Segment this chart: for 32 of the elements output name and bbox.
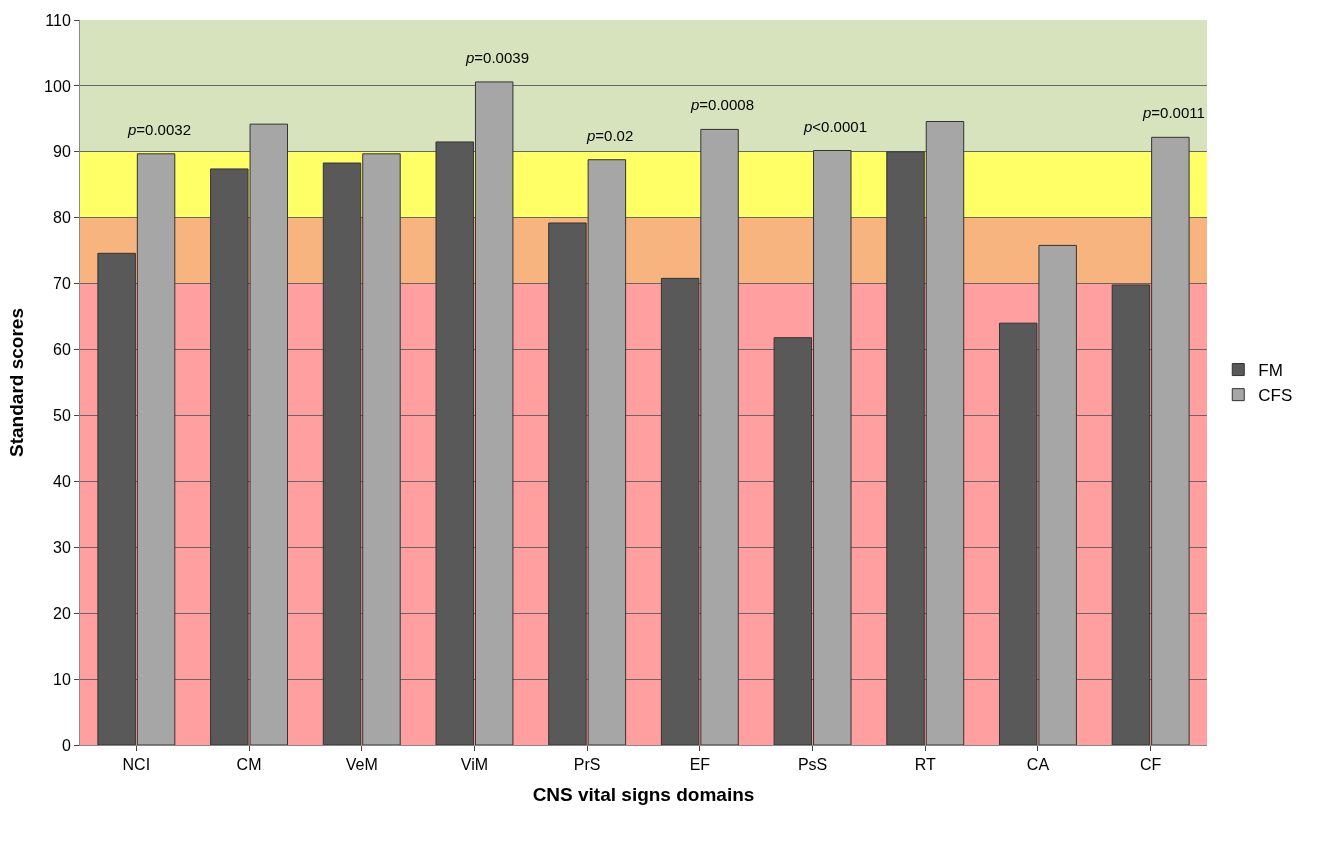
- x-tick-label: ViM: [460, 756, 489, 774]
- legend-label: CFS: [1258, 386, 1293, 406]
- annotation: p=0.02: [586, 127, 634, 144]
- y-tick-label: 30: [53, 538, 71, 556]
- y-tick-label: 0: [61, 736, 71, 754]
- y-tick-label: 80: [53, 209, 71, 227]
- legend-label: FM: [1258, 361, 1283, 381]
- y-axis-title: Standard scores: [5, 308, 27, 457]
- y-tick-label: 100: [44, 77, 71, 95]
- annotation: p=0.0008: [690, 96, 754, 113]
- y-tick-label: 110: [45, 11, 71, 29]
- annotation: p<0.0001: [803, 118, 867, 135]
- y-tick-label: 50: [53, 407, 71, 425]
- x-tick-label: CM: [236, 756, 262, 774]
- x-tick-label: CA: [1026, 756, 1050, 774]
- y-tick-label: 10: [53, 670, 71, 688]
- y-tick-label: 60: [53, 341, 71, 359]
- y-tick-label: 40: [53, 472, 71, 490]
- x-tick-label: VeM: [345, 756, 378, 774]
- x-tick-label: NCI: [122, 756, 151, 774]
- y-tick-label: 70: [53, 275, 71, 293]
- x-tick-label: PsS: [797, 756, 828, 774]
- x-axis-title: CNS vital signs domains: [532, 784, 755, 805]
- annotation: p=0.0039: [465, 49, 529, 66]
- annotation: p=0.0032: [127, 121, 191, 138]
- annotation: p=0.0011: [1142, 104, 1205, 121]
- y-tick-label: 90: [53, 143, 71, 161]
- x-tick-label: EF: [689, 756, 711, 774]
- x-tick-label: PrS: [573, 756, 601, 774]
- x-tick-label: CF: [1139, 756, 1162, 774]
- x-tick-label: RT: [914, 756, 936, 774]
- y-tick-label: 20: [53, 604, 71, 622]
